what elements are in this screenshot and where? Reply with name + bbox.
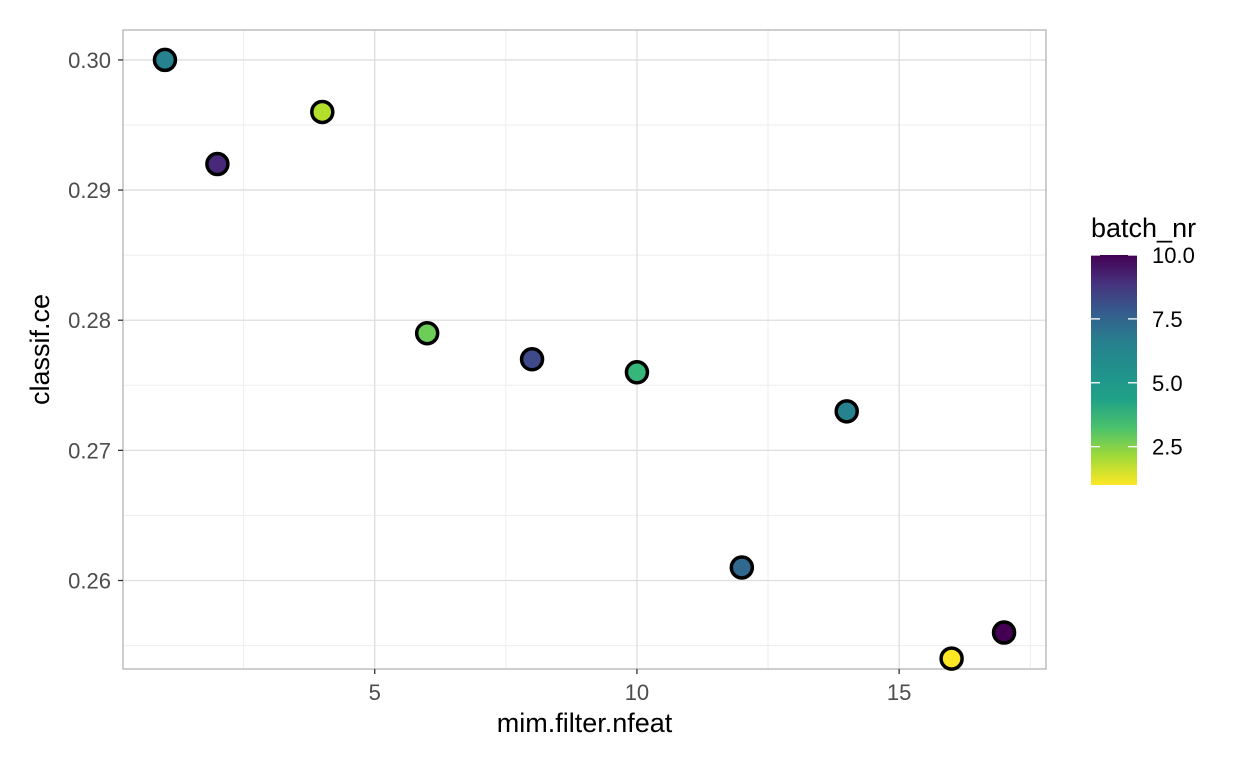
panel-border (122, 29, 1047, 670)
x-tick-label: 10 (625, 680, 649, 705)
legend-tick-label: 7.5 (1152, 307, 1183, 332)
data-point (205, 151, 230, 177)
minor-gridlines (123, 30, 1046, 669)
data-point (834, 399, 859, 424)
major-gridlines (123, 30, 1046, 669)
y-axis-ticks: 0.26 0.27 0.28 0.29 0.30 (68, 48, 123, 594)
y-tick-label: 0.26 (68, 569, 111, 594)
legend-title: batch_nr (1091, 213, 1196, 243)
color-legend: batch_nr 2.5 5.0 7.5 10.0 (1091, 213, 1196, 485)
y-tick-label: 0.30 (68, 48, 111, 73)
legend-tick-label: 2.5 (1152, 435, 1183, 460)
data-point (414, 320, 440, 346)
legend-tick-label: 5.0 (1152, 371, 1183, 396)
y-tick-label: 0.29 (68, 178, 111, 203)
legend-ticks: 2.5 5.0 7.5 10.0 (1091, 243, 1195, 460)
y-axis-title: classif.ce (25, 294, 55, 405)
x-tick-label: 5 (369, 680, 381, 705)
panel-background (123, 30, 1046, 669)
data-point (991, 620, 1017, 645)
x-axis-title: mim.filter.nfeat (497, 708, 673, 738)
y-tick-label: 0.27 (68, 438, 111, 463)
data-point (729, 555, 755, 580)
x-axis-ticks: 5 10 15 (369, 669, 911, 705)
data-points (152, 47, 1017, 671)
legend-tick-label: 10.0 (1152, 243, 1195, 268)
data-point (624, 360, 650, 385)
y-tick-label: 0.28 (68, 308, 111, 333)
data-point (519, 347, 545, 372)
data-point (152, 47, 178, 73)
legend-colorbar (1091, 255, 1137, 485)
data-point (939, 646, 964, 671)
x-tick-label: 15 (887, 680, 911, 705)
data-point (310, 99, 335, 125)
